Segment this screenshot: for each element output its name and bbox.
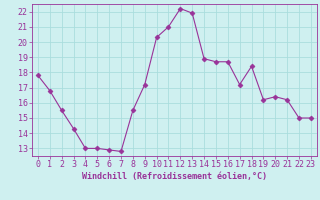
X-axis label: Windchill (Refroidissement éolien,°C): Windchill (Refroidissement éolien,°C) xyxy=(82,172,267,181)
